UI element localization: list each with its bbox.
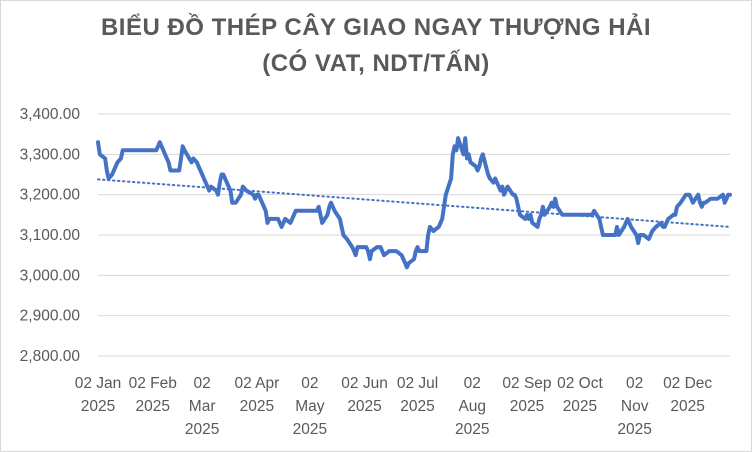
x-tick-label: 02 Mar 2025 — [185, 375, 219, 438]
x-tick-label: 02 Aug 2025 — [455, 375, 489, 438]
chart-title-line2: (CÓ VAT, NDT/TẤN) — [262, 50, 490, 77]
y-tick-label: 3,400.00 — [20, 106, 81, 123]
gridlines — [98, 113, 730, 357]
x-tick-label: 02 Apr 2025 — [234, 375, 279, 415]
y-tick-label: 2,900.00 — [20, 308, 81, 325]
y-tick-label: 3,100.00 — [20, 227, 81, 244]
x-tick-label: 02 May 2025 — [293, 375, 327, 438]
y-tick-label: 3,300.00 — [20, 146, 81, 163]
x-tick-label: 02 Feb 2025 — [129, 375, 177, 415]
y-tick-label: 3,000.00 — [20, 267, 81, 284]
linear-trendline — [97, 178, 731, 228]
y-axis: 2,800.00 2,900.00 3,000.00 3,100.00 3,200.00… — [20, 106, 81, 365]
y-tick-label: 2,800.00 — [20, 348, 81, 365]
x-tick-label: 02 Jun 2025 — [341, 375, 388, 415]
chart-title-line1: BIỂU ĐỒ THÉP CÂY GIAO NGAY THƯỢNG HẢI — [100, 14, 652, 41]
y-tick-label: 3,200.00 — [20, 187, 81, 204]
x-tick-label: 02 Sep 2025 — [502, 375, 551, 415]
x-tick-label: 02 Oct 2025 — [557, 375, 603, 415]
x-tick-label: 02 Dec 2025 — [663, 375, 712, 415]
x-tick-label: 02 Nov 2025 — [617, 375, 651, 438]
x-tick-label: 02 Jul 2025 — [397, 375, 438, 415]
series — [96, 136, 732, 270]
price-series-line — [96, 136, 732, 270]
trendline — [97, 178, 731, 228]
x-tick-label: 02 Jan 2025 — [75, 375, 122, 415]
